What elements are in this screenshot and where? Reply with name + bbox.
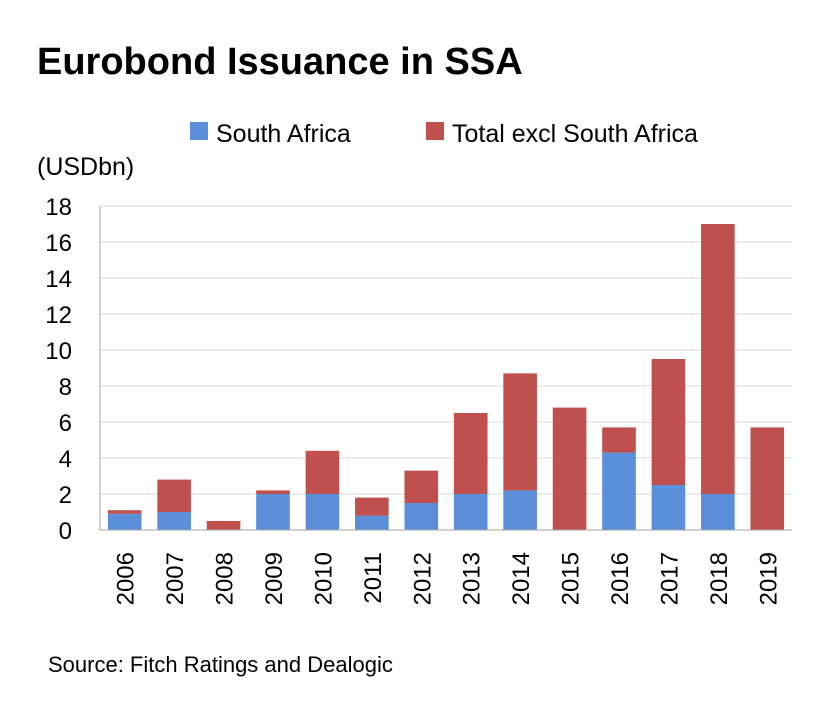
bar-south-africa-2014 [503, 490, 537, 530]
bar-total-excl-2007 [157, 479, 191, 512]
bar-south-africa-2007 [157, 512, 191, 530]
axes [99, 206, 792, 531]
legend-label-south-africa: South Africa [216, 120, 351, 148]
x-tick-label: 2008 [212, 552, 239, 605]
source-note: Source: Fitch Ratings and Dealogic [48, 652, 393, 677]
legend-swatch-total-excl [426, 122, 444, 140]
x-tick-label: 2009 [261, 552, 288, 605]
y-tick-label: 6 [59, 410, 72, 437]
bar-south-africa-2013 [453, 494, 488, 530]
x-tick-label: 2012 [409, 552, 436, 605]
y-tick-label: 18 [45, 194, 72, 221]
bar-total-excl-2010 [305, 450, 340, 494]
gridlines [100, 205, 792, 495]
bar-south-africa-2016 [602, 452, 636, 530]
x-tick-label: 2017 [656, 552, 683, 605]
bar-total-excl-2019 [750, 427, 785, 530]
chart-title: Eurobond Issuance in SSA [37, 41, 523, 83]
bar-total-excl-2018 [701, 224, 735, 494]
y-axis-unit-label: (USDbn) [37, 153, 134, 181]
bar-total-excl-2016 [602, 427, 636, 453]
legend-label-total-excl: Total excl South Africa [452, 120, 698, 148]
x-tick-label: 2013 [459, 552, 486, 605]
x-tick-label: 2011 [360, 552, 387, 604]
y-tick-label: 16 [45, 230, 72, 257]
x-tick-label: 2015 [558, 552, 585, 605]
bar-total-excl-2017 [651, 359, 686, 485]
bar-south-africa-2018 [701, 494, 735, 530]
bar-total-excl-2008 [206, 521, 241, 530]
x-tick-label: 2018 [706, 552, 733, 605]
bar-south-africa-2006 [107, 513, 142, 530]
x-tick-label: 2014 [508, 552, 535, 605]
bars [107, 224, 785, 530]
legend: South Africa Total excl South Africa [190, 120, 698, 148]
y-tick-label: 14 [45, 266, 72, 293]
bar-south-africa-2011 [355, 515, 389, 530]
y-axis-ticks: 0 2 4 6 8 10 12 14 16 18 [45, 194, 72, 545]
y-tick-label: 4 [59, 446, 72, 473]
x-tick-label: 2019 [755, 552, 782, 605]
bar-total-excl-2013 [453, 413, 488, 494]
bar-total-excl-2014 [503, 373, 537, 491]
bar-total-excl-2006 [107, 510, 142, 514]
bar-south-africa-2017 [651, 485, 686, 530]
bar-total-excl-2011 [355, 497, 389, 516]
y-tick-label: 10 [45, 338, 72, 365]
bar-total-excl-2015 [552, 407, 587, 530]
y-tick-label: 8 [59, 374, 72, 401]
y-tick-label: 2 [59, 482, 72, 509]
x-tick-label: 2007 [162, 552, 189, 605]
bar-total-excl-2009 [256, 490, 290, 494]
bar-total-excl-2012 [404, 470, 439, 503]
x-tick-label: 2010 [310, 552, 337, 605]
y-tick-label: 12 [45, 302, 72, 329]
x-tick-label: 2006 [113, 552, 140, 605]
bar-south-africa-2010 [305, 494, 340, 530]
bar-south-africa-2009 [256, 494, 290, 530]
x-tick-label: 2016 [607, 552, 634, 605]
x-axis-ticks: 2006 2007 2008 2009 2010 2011 2012 2013 2014 2015… [113, 552, 783, 605]
bar-south-africa-2012 [404, 503, 439, 530]
y-tick-label: 0 [59, 518, 72, 545]
legend-swatch-south-africa [190, 122, 208, 140]
